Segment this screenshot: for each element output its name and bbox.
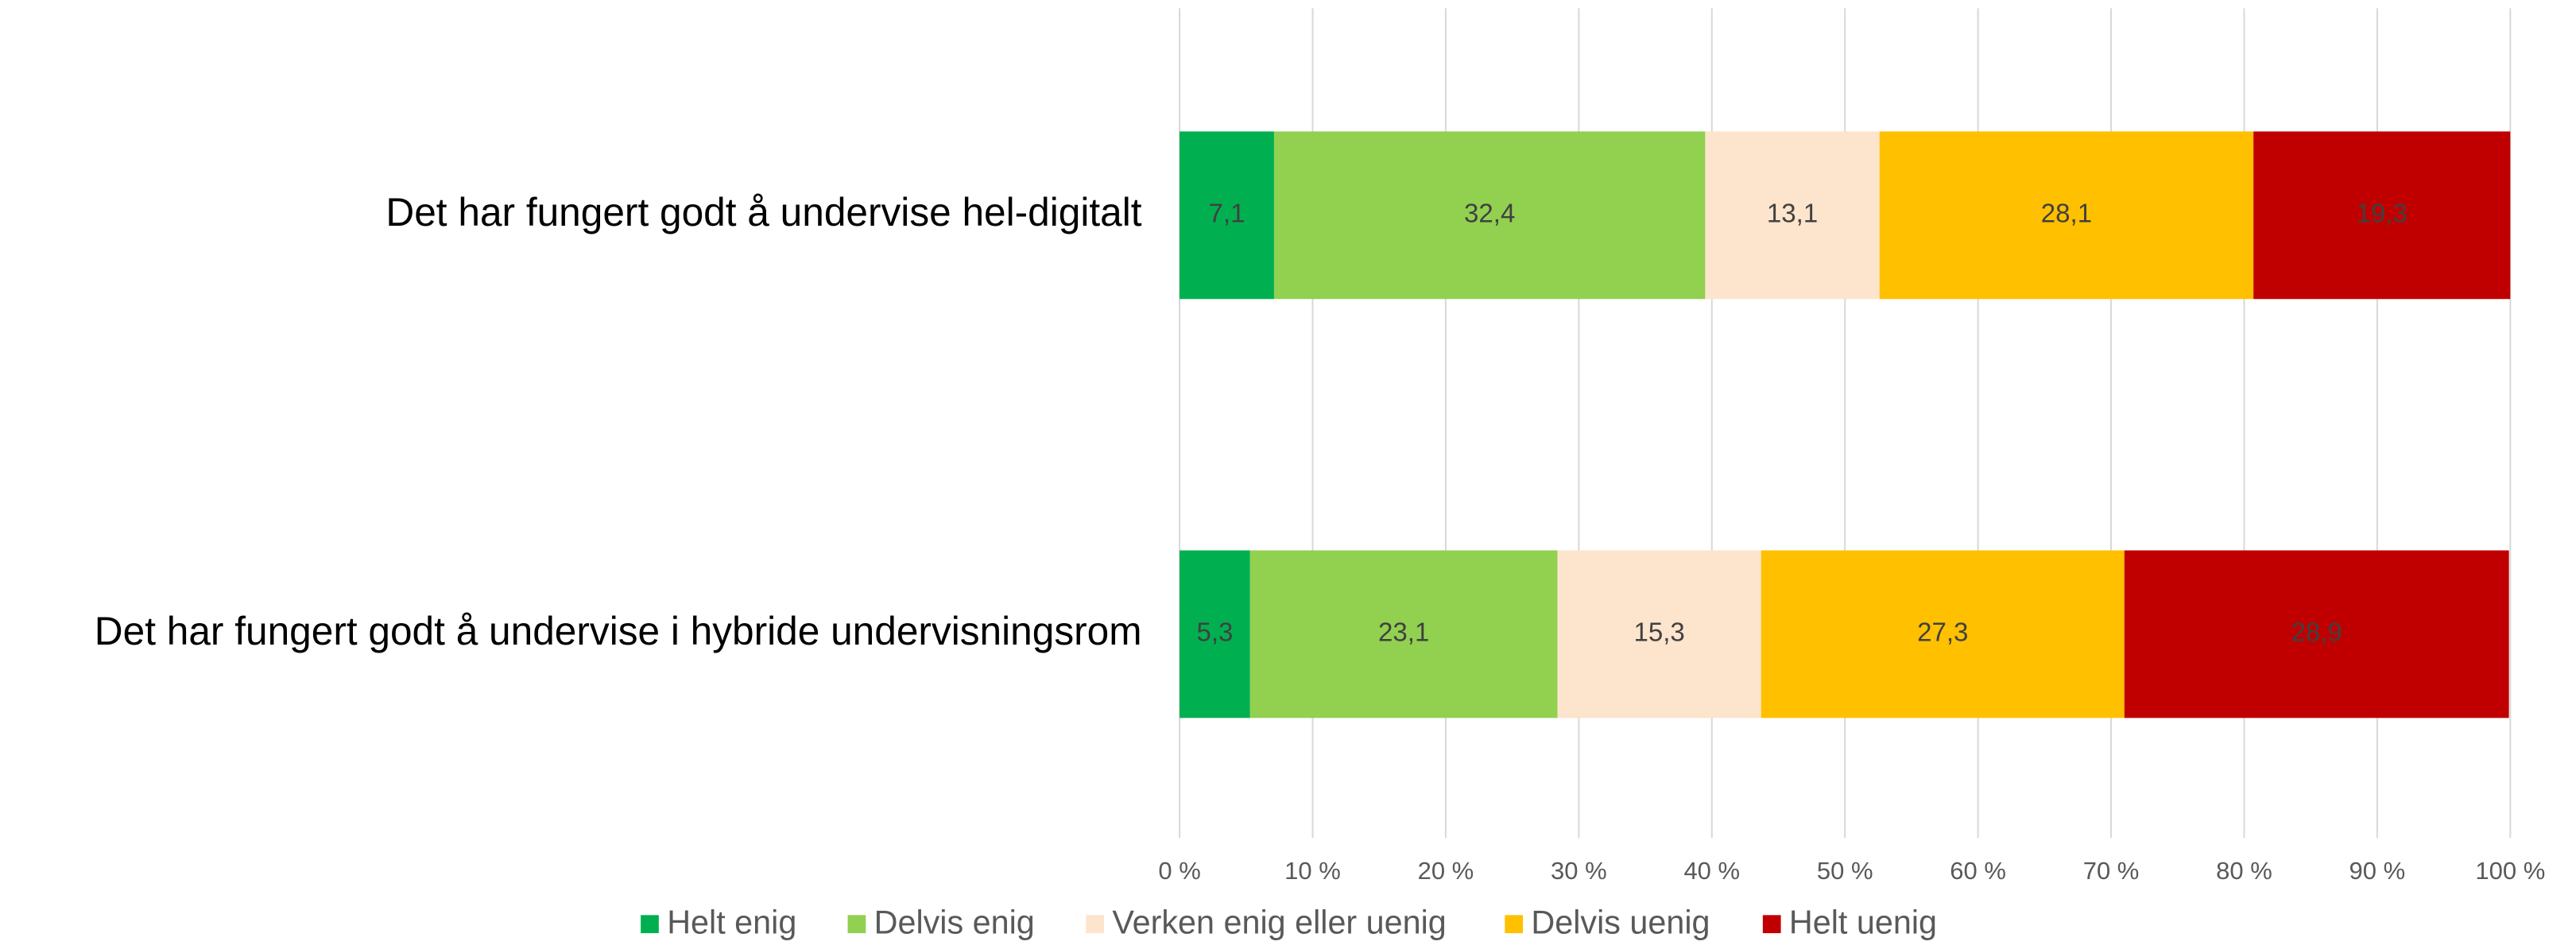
value-label: 32,4	[1464, 199, 1515, 229]
bar-segment	[1761, 550, 2125, 719]
value-label: 28,9	[2291, 618, 2342, 648]
x-tick-label: 10 %	[1284, 857, 1341, 885]
value-label: 27,3	[1917, 618, 1968, 648]
x-tick-label: 60 %	[1950, 857, 2006, 885]
value-label: 15,3	[1633, 618, 1684, 648]
bar-segment	[1879, 131, 2254, 300]
value-label: 7,1	[1209, 199, 1245, 229]
legend-swatch	[847, 915, 866, 934]
legend-label: Helt uenig	[1789, 904, 1937, 941]
legend-swatch	[1086, 915, 1104, 934]
legend-swatch	[1762, 915, 1781, 934]
legend-label: Verken enig eller uenig	[1112, 904, 1446, 941]
x-tick-label: 0 %	[1158, 857, 1200, 885]
value-label: 13,1	[1767, 199, 1818, 229]
x-tick-label: 80 %	[2216, 857, 2272, 885]
legend-swatch	[641, 915, 659, 934]
value-label: 23,1	[1378, 618, 1429, 648]
x-tick-label: 30 %	[1551, 857, 1607, 885]
bar-segment	[1180, 131, 1274, 300]
value-label: 28,1	[2041, 199, 2092, 229]
bar-segment	[1273, 131, 1706, 300]
value-label: 5,3	[1196, 618, 1233, 648]
x-tick-label: 100 %	[2475, 857, 2545, 885]
legend-swatch	[1505, 915, 1524, 934]
category-label: Det har fungert godt å undervise hel-dig…	[385, 190, 1141, 234]
bar-segment	[1249, 550, 1558, 719]
value-label: 19,3	[2357, 199, 2407, 229]
legend-label: Helt enig	[667, 904, 796, 941]
x-tick-label: 70 %	[2083, 857, 2140, 885]
x-tick-label: 90 %	[2349, 857, 2406, 885]
x-tick-label: 50 %	[1817, 857, 1873, 885]
legend-label: Delvis uenig	[1531, 904, 1710, 941]
bar-segment	[1705, 131, 1880, 300]
bar-segment	[1557, 550, 1761, 719]
x-tick-label: 40 %	[1683, 857, 1740, 885]
legend-label: Delvis enig	[874, 904, 1035, 941]
category-label: Det har fungert godt å undervise i hybri…	[95, 609, 1142, 653]
bar-segment	[1180, 550, 1250, 719]
x-tick-label: 20 %	[1418, 857, 1474, 885]
bar-segment	[2124, 550, 2509, 719]
bar-segment	[2253, 131, 2511, 300]
